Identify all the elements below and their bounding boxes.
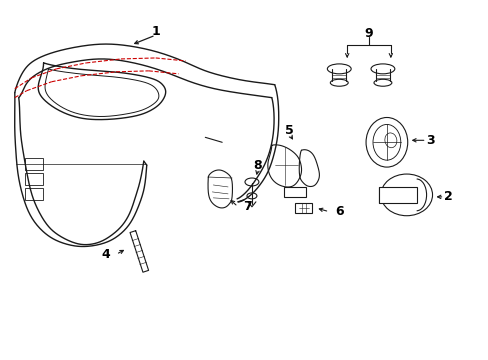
Text: 2: 2 — [443, 190, 452, 203]
Text: 7: 7 — [243, 200, 252, 213]
Text: 9: 9 — [364, 27, 372, 40]
Text: 1: 1 — [151, 24, 160, 38]
Text: 6: 6 — [334, 205, 343, 218]
Text: 4: 4 — [102, 248, 110, 261]
Text: 8: 8 — [253, 159, 262, 172]
Text: 5: 5 — [285, 124, 293, 137]
Text: 3: 3 — [426, 134, 434, 147]
FancyBboxPatch shape — [378, 187, 416, 203]
